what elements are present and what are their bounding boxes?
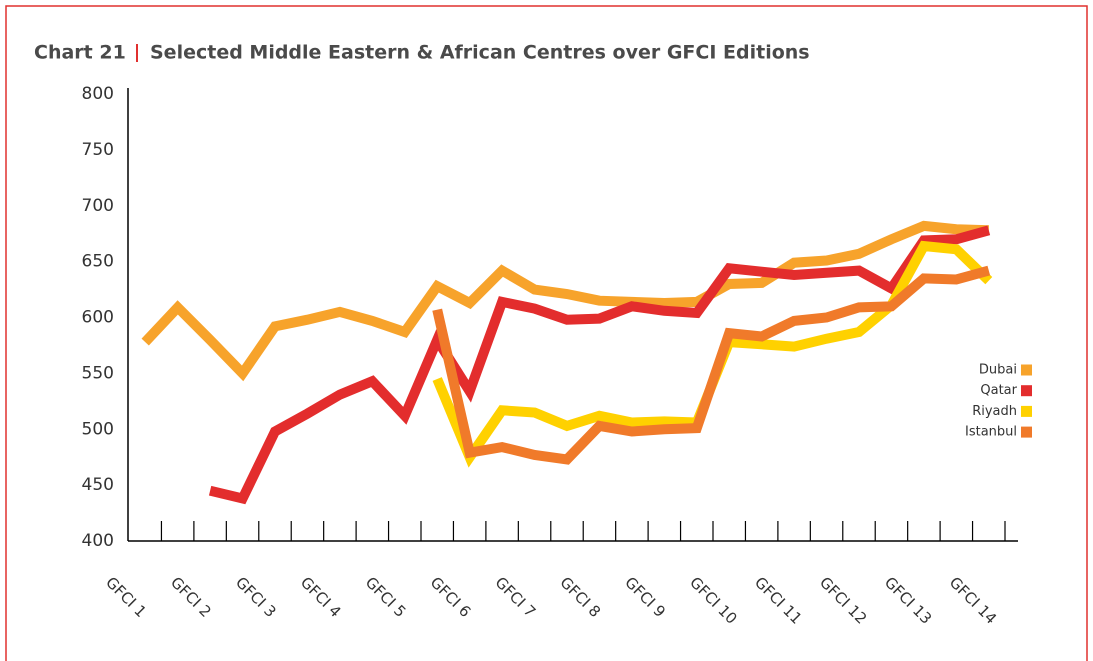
x-tick-label: GFCI 10	[686, 573, 740, 627]
series-line	[141, 220, 989, 382]
legend-label: Istanbul	[965, 425, 1017, 440]
legend-label: Qatar	[980, 383, 1017, 398]
legend-swatch	[1021, 405, 1032, 417]
legend-swatch	[1021, 426, 1032, 438]
y-tick-label: 400	[82, 531, 114, 551]
x-tick-label: GFCI 4	[297, 573, 345, 621]
x-tick-label: GFCI 9	[621, 573, 669, 621]
y-tick-label: 500	[82, 419, 114, 439]
legend-label: Dubai	[979, 363, 1017, 378]
series-line	[208, 225, 991, 505]
x-tick-label: GFCI 3	[232, 573, 280, 621]
x-tick-label: GFCI 2	[167, 573, 215, 621]
x-tick-label: GFCI 11	[751, 573, 805, 627]
y-tick-label: 700	[82, 196, 114, 216]
y-tick-label: 650	[82, 252, 114, 272]
chart-title: Chart 21	[34, 42, 126, 64]
frame	[5, 5, 1088, 661]
y-tick-label: 800	[82, 84, 114, 104]
x-tick-label: GFCI 14	[946, 573, 1000, 627]
x-tick-label: GFCI 6	[427, 573, 475, 621]
x-tick-label: GFCI 13	[881, 573, 935, 627]
x-tick-label: GFCI 5	[362, 573, 410, 621]
x-tick-label: GFCI 8	[556, 573, 604, 621]
y-tick-label: 600	[82, 308, 114, 328]
y-tick-label: 750	[82, 140, 114, 160]
chart-subtitle: Selected Middle Eastern & African Centre…	[150, 42, 810, 64]
y-tick-label: 450	[82, 475, 114, 495]
x-tick-label: GFCI 7	[492, 573, 540, 621]
x-tick-label: GFCI 1	[102, 573, 150, 621]
legend-swatch	[1021, 385, 1032, 397]
series-line	[432, 265, 991, 465]
y-tick-label: 550	[82, 363, 114, 383]
legend-label: Riyadh	[972, 404, 1017, 419]
legend-swatch	[1021, 364, 1032, 376]
x-tick-label: GFCI 12	[816, 573, 870, 627]
